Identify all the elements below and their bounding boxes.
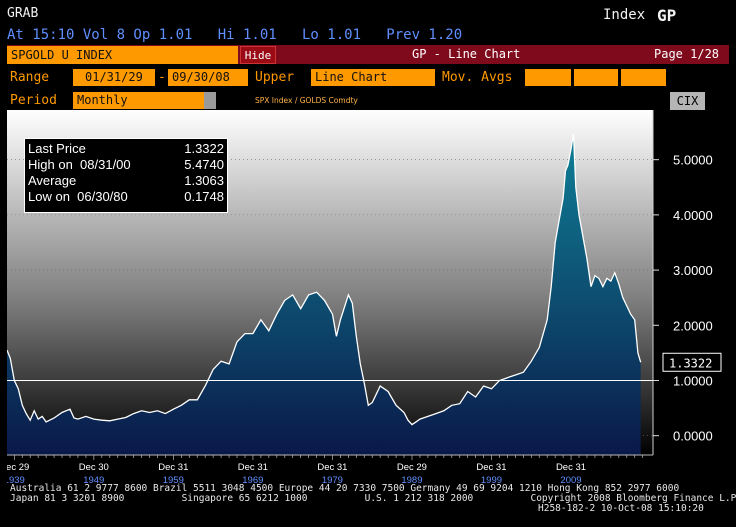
range-start-field[interactable]: 01/31/29: [73, 69, 155, 86]
average-value: 1.3063: [184, 173, 224, 188]
formula-text: SPX Index / GOLDS Comdty: [255, 96, 358, 105]
last-value-label: 1.3322: [669, 356, 712, 370]
upper-type-field[interactable]: Line Chart: [311, 69, 435, 86]
y-tick-label: 1.0000: [673, 373, 713, 388]
last-price-value: 1.3322: [184, 141, 224, 156]
mov-avg-field-1[interactable]: [525, 69, 571, 86]
footer-timestamp: H258-182-2 10-Oct-08 15:10:20: [538, 503, 704, 514]
average-label: Average: [28, 173, 77, 188]
chart-title: GP - Line Chart: [412, 47, 521, 61]
y-tick-label: 3.0000: [673, 263, 713, 278]
cix-button[interactable]: CIX: [670, 92, 705, 110]
high-label: High on 08/31/00: [28, 157, 131, 172]
range-end-field[interactable]: 09/30/08: [168, 69, 248, 86]
range-separator: -: [158, 70, 166, 85]
x-tick-date: Dec 31: [556, 462, 586, 473]
app-name: GRAB: [7, 6, 39, 21]
page-indicator[interactable]: Page 1/28: [654, 47, 720, 61]
low-value: 0.1748: [184, 189, 224, 204]
x-tick-date: Dec 31: [158, 462, 188, 473]
y-tick-label: 2.0000: [673, 318, 713, 333]
low-label: Low on 06/30/80: [28, 189, 128, 204]
x-tick-year: 1979: [322, 475, 343, 486]
line-chart: 5.0000 4.0000 3.0000 2.0000 1.0000 0.0000 Dec…: [7, 110, 729, 486]
y-axis-panel: [653, 110, 729, 486]
x-tick-year: 1999: [481, 475, 502, 486]
upper-label: Upper: [255, 70, 295, 85]
y-tick-label: 5.0000: [673, 153, 713, 168]
period-field[interactable]: Monthly: [73, 92, 205, 109]
range-label: Range: [10, 70, 50, 85]
footer-contacts-2: Japan 81 3 3201 8900 Singapore 65 6212 1…: [10, 493, 736, 504]
x-tick-year: 1989: [401, 475, 422, 486]
mov-avg-field-2[interactable]: [574, 69, 618, 86]
security-field[interactable]: SPGOLD U INDEX: [7, 46, 238, 64]
x-tick-date: Dec 31: [238, 462, 268, 473]
x-tick-date: Dec 29: [397, 462, 427, 473]
hide-button[interactable]: Hide: [240, 46, 276, 64]
gp-label: GP: [657, 6, 677, 25]
mov-avg-field-3[interactable]: [621, 69, 666, 86]
quote-line: At 15:10 Vol 8 Op 1.01 Hi 1.01 Lo 1.01 P…: [7, 27, 463, 43]
price-line: [7, 133, 642, 426]
x-tick-date: Dec 31: [317, 462, 347, 473]
mov-avgs-label: Mov. Avgs: [442, 70, 513, 85]
x-tick-year: 1939: [7, 475, 25, 486]
footer-contacts-1: Australia 61 2 9777 8600 Brazil 5511 304…: [10, 483, 680, 494]
x-tick-year: 2009: [560, 475, 581, 486]
y-tick-label: 4.0000: [673, 208, 713, 223]
stats-legend: Last Price 1.3322 High on 08/31/00 5.474…: [24, 138, 228, 213]
x-tick-date: Dec 31: [476, 462, 506, 473]
period-dropdown-arrow[interactable]: [204, 92, 216, 109]
y-ticks: 5.0000 4.0000 3.0000 2.0000 1.0000 0.0000: [653, 153, 713, 444]
x-tick-date: Dec 30: [79, 462, 109, 473]
y-tick-label: 0.0000: [673, 429, 713, 444]
x-tick-year: 1949: [83, 475, 104, 486]
high-value: 5.4740: [184, 157, 224, 172]
period-label: Period: [10, 93, 57, 108]
last-value-box: [662, 352, 722, 372]
last-price-label: Last Price: [28, 141, 86, 156]
price-area: [7, 133, 641, 455]
x-ticks: Dec 29 1939 Dec 30 1949 Dec 31 1959 Dec 31 1969…: [7, 454, 653, 486]
x-tick-year: 1959: [163, 475, 184, 486]
x-tick-year: 1969: [242, 475, 263, 486]
x-tick-date: Dec 29: [7, 462, 29, 473]
index-label: Index: [603, 7, 646, 23]
